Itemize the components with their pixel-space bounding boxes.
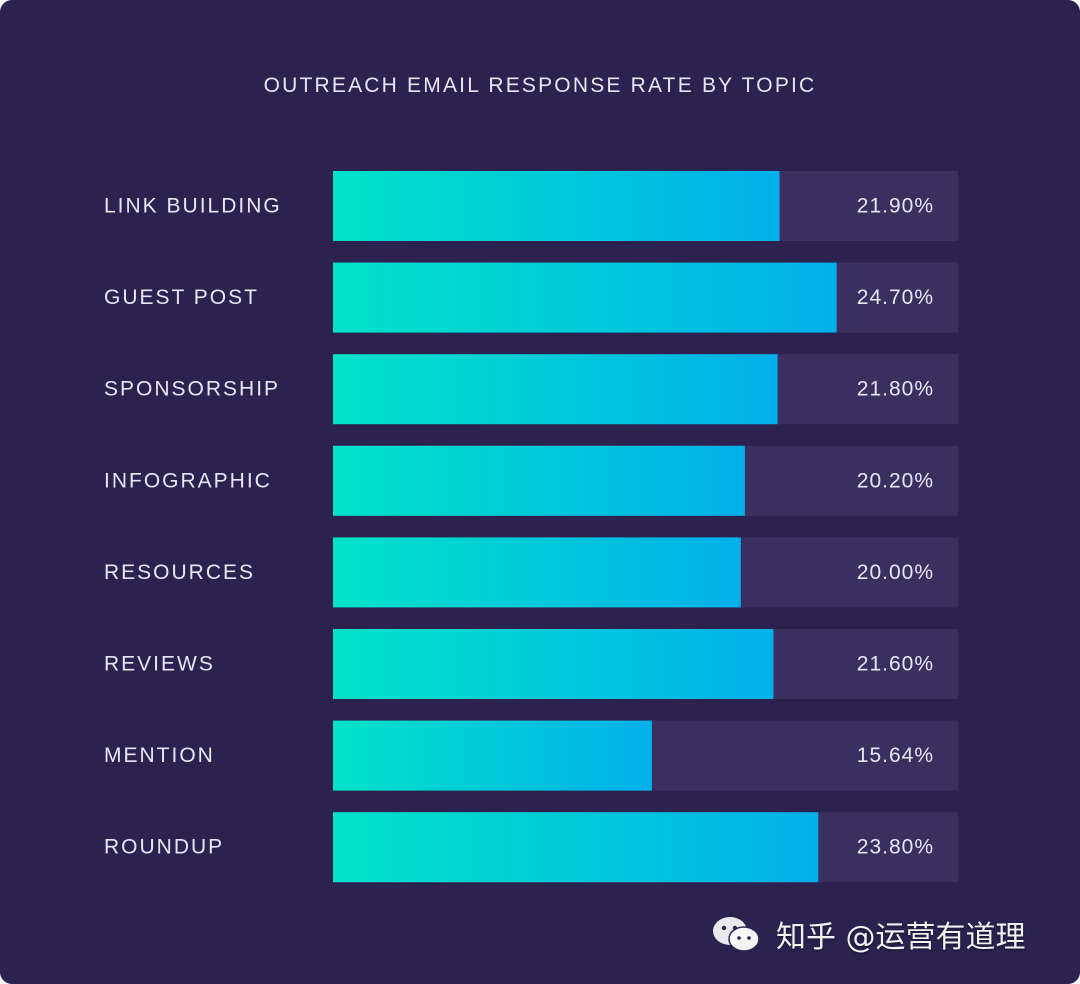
bar	[333, 720, 652, 791]
bar	[333, 629, 774, 699]
value-label: 23.80%	[857, 836, 934, 859]
category-label: REVIEWS	[104, 653, 215, 676]
value-label: 21.80%	[857, 378, 934, 401]
category-label: LINK BUILDING	[104, 195, 282, 218]
value-label: 20.20%	[857, 469, 934, 492]
value-label: 24.70%	[857, 286, 934, 309]
value-label: 15.64%	[857, 744, 934, 767]
watermark-text: 知乎 @运营有道理	[776, 920, 1026, 955]
bar	[333, 262, 837, 333]
value-label: 21.90%	[857, 195, 934, 218]
wechat-icon	[713, 917, 760, 952]
watermark: 知乎 @运营有道理	[710, 912, 1026, 956]
category-label: GUEST POST	[104, 286, 259, 309]
value-label: 20.00%	[857, 561, 934, 584]
bar	[333, 537, 741, 608]
bar	[333, 171, 780, 241]
category-label: SPONSORSHIP	[104, 378, 280, 401]
category-label: RESOURCES	[104, 561, 255, 584]
chart-title: OUTREACH EMAIL RESPONSE RATE BY TOPIC	[263, 74, 817, 97]
value-label: 21.60%	[857, 653, 934, 676]
bar	[333, 354, 778, 425]
category-label: INFOGRAPHIC	[104, 469, 272, 492]
bar	[333, 445, 745, 516]
category-label: MENTION	[104, 744, 215, 767]
category-label: ROUNDUP	[104, 836, 224, 859]
bar	[333, 812, 819, 883]
